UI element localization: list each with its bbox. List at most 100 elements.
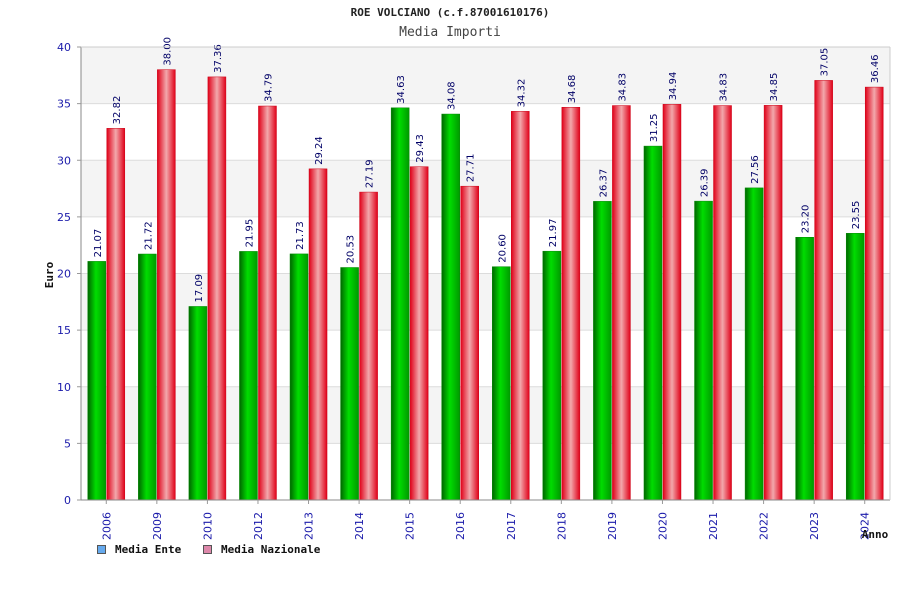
bar-media-nazionale — [662, 104, 682, 501]
bar-value-label: 37.36 — [213, 44, 224, 73]
bar-media-ente — [441, 113, 460, 501]
x-tick-label: 2012 — [252, 512, 265, 540]
bar-value-label: 34.63 — [396, 75, 407, 104]
bar-media-ente — [542, 250, 562, 501]
y-tick-label: 5 — [64, 437, 71, 450]
x-tick-label: 2023 — [808, 512, 821, 540]
legend-label: Media Ente — [115, 543, 182, 556]
y-tick-label: 25 — [57, 211, 71, 224]
bar-media-nazionale — [612, 105, 631, 501]
x-tick-label: 2010 — [201, 512, 214, 540]
bar-media-nazionale — [359, 191, 378, 501]
bar-value-label: 21.72 — [143, 221, 154, 250]
bar-media-nazionale — [763, 105, 783, 501]
x-tick-label: 2019 — [606, 512, 619, 540]
bar-value-label: 26.37 — [598, 169, 609, 198]
y-tick-label: 10 — [57, 381, 71, 394]
x-tick-label: 2013 — [303, 512, 316, 540]
bar-value-label: 17.09 — [194, 274, 205, 303]
legend-item-media-nazionale: Media Nazionale — [203, 543, 320, 556]
bar-media-ente — [643, 145, 663, 501]
x-tick-label: 2022 — [758, 512, 771, 540]
bar-media-ente — [289, 253, 309, 501]
bar-value-label: 23.55 — [851, 201, 862, 230]
bar-value-label: 34.79 — [263, 73, 274, 102]
bar-value-label: 21.97 — [548, 219, 559, 248]
bar-value-label: 27.56 — [750, 155, 761, 184]
x-tick-label: 2009 — [151, 512, 164, 540]
chart-subtitle: Media Importi — [399, 25, 501, 40]
bar-media-ente — [390, 107, 410, 501]
bar-value-label: 27.19 — [365, 159, 376, 188]
bar-value-label: 34.08 — [447, 81, 458, 110]
bar-media-nazionale — [207, 76, 227, 501]
bar-media-ente — [492, 266, 511, 501]
bar-value-label: 21.07 — [93, 229, 104, 258]
x-axis-label: Anno — [862, 528, 889, 541]
bar-media-nazionale — [106, 128, 126, 501]
bar-value-label: 27.71 — [466, 154, 477, 183]
legend-swatch — [203, 545, 212, 554]
bar-value-label: 37.05 — [820, 48, 831, 77]
x-tick-label: 2021 — [707, 512, 720, 540]
bar-media-ente — [593, 201, 612, 501]
bar-value-label: 20.53 — [346, 235, 357, 264]
bar-value-label: 21.73 — [295, 221, 306, 250]
x-tick-label: 2017 — [505, 512, 518, 540]
bar-media-nazionale — [814, 80, 833, 501]
bar-value-label: 34.32 — [516, 79, 527, 108]
bar-value-label: 21.95 — [244, 219, 255, 248]
bar-value-label: 34.83 — [617, 73, 628, 102]
x-tick-label: 2018 — [555, 512, 568, 540]
bar-media-nazionale — [308, 168, 328, 501]
bar-media-ente — [694, 200, 713, 501]
y-tick-label: 40 — [57, 41, 71, 54]
x-tick-label: 2014 — [353, 512, 366, 540]
bar-media-ente — [138, 253, 157, 501]
bar-value-label: 32.82 — [112, 96, 123, 125]
legend-swatch — [97, 545, 106, 554]
bar-value-label: 20.60 — [497, 234, 508, 263]
bar-value-label: 34.68 — [567, 75, 578, 104]
y-tick-label: 35 — [57, 98, 71, 111]
bar-media-ente — [795, 237, 814, 501]
legend-label: Media Nazionale — [221, 543, 321, 556]
y-tick-label: 0 — [64, 494, 71, 507]
bar-media-nazionale — [157, 69, 176, 501]
bar-value-label: 34.83 — [719, 73, 730, 102]
bar-media-nazionale — [258, 105, 277, 501]
bar-media-nazionale — [561, 106, 581, 501]
bar-media-ente — [239, 251, 258, 501]
bar-media-ente — [188, 306, 208, 501]
legend-item-media-ente: Media Ente — [97, 543, 181, 556]
bar-media-ente — [87, 261, 107, 501]
bar-media-ente — [744, 187, 764, 501]
bar-value-label: 29.24 — [314, 136, 325, 165]
bar-value-label: 38.00 — [162, 37, 173, 66]
bar-media-nazionale — [713, 105, 732, 501]
x-tick-label: 2006 — [100, 512, 113, 540]
y-tick-label: 20 — [57, 268, 71, 281]
x-tick-label: 2016 — [454, 512, 467, 540]
y-tick-label: 15 — [57, 324, 71, 337]
x-tick-label: 2024 — [859, 512, 872, 540]
bar-value-label: 29.43 — [415, 134, 426, 163]
bar-media-nazionale — [511, 111, 530, 501]
bar-value-label: 34.85 — [769, 73, 780, 102]
x-tick-label: 2015 — [404, 512, 417, 540]
y-axis-label: Euro — [43, 261, 56, 288]
x-tick-label: 2020 — [656, 512, 669, 540]
bar-media-nazionale — [460, 185, 479, 501]
bar-value-label: 23.20 — [801, 205, 812, 234]
bar-media-nazionale — [864, 86, 884, 501]
y-tick-label: 30 — [57, 154, 71, 167]
chart-title: ROE VOLCIANO (c.f.87001610176) — [350, 6, 550, 19]
bar-media-nazionale — [409, 166, 429, 501]
bar-value-label: 26.39 — [700, 168, 711, 197]
bar-value-label: 34.94 — [668, 72, 679, 101]
bar-value-label: 36.46 — [870, 54, 881, 83]
bar-media-ente — [340, 267, 359, 501]
bar-media-ente — [845, 233, 865, 501]
bar-value-label: 31.25 — [649, 113, 660, 142]
